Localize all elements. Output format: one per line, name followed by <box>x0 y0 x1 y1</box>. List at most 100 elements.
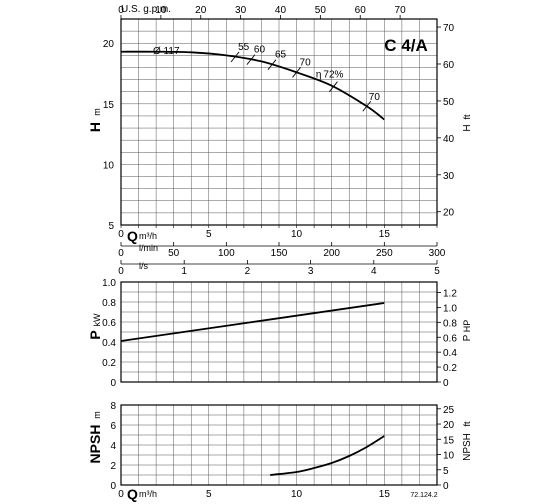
gpm-tick-label: 40 <box>275 5 287 16</box>
head-ft-tick-label: 60 <box>443 60 455 71</box>
lmin-tick-label: 250 <box>376 248 393 259</box>
npsh-x-tick-label: 0 <box>118 489 124 500</box>
head-ft-tick-label: 70 <box>443 23 455 34</box>
gpm-tick-label: 10 <box>155 5 167 16</box>
ls-tick-label: 5 <box>434 266 440 277</box>
npsh-curve <box>270 435 385 476</box>
power-y-tick-label: 1.0 <box>102 278 116 289</box>
gpm-tick-label: 20 <box>195 5 207 16</box>
power-hp-axis-unit: HP <box>462 320 472 333</box>
efficiency-mark-label: 60 <box>254 45 266 56</box>
gpm-tick-label: 50 <box>315 5 327 16</box>
npsh-x-tick-label: 10 <box>291 489 303 500</box>
npsh-axis-unit: m <box>92 411 102 419</box>
power-hp-tick-label: 0 <box>443 378 449 389</box>
head-y-tick-label: 5 <box>108 221 114 232</box>
npsh-x-tick-label: 15 <box>379 489 391 500</box>
head-curve <box>120 50 385 121</box>
power-hp-tick-label: 1.0 <box>443 303 457 314</box>
head-y-tick-label: 20 <box>103 39 115 50</box>
lmin-tick-label: 300 <box>429 248 446 259</box>
gpm-tick-label: 70 <box>395 5 407 16</box>
head-ft-tick-label: 30 <box>443 171 455 182</box>
power-hp-tick-label: 1.2 <box>443 289 457 300</box>
head-ft-tick-label: 50 <box>443 97 455 108</box>
lmin-tick-label: 150 <box>271 248 288 259</box>
power-hp-tick-label: 0.4 <box>443 348 457 359</box>
ls-tick-label: 3 <box>308 266 314 277</box>
npsh-ft-axis-unit: ft <box>462 421 472 427</box>
power-hp-tick-label: 0.6 <box>443 333 457 344</box>
curve-layer: 55 60 65 70 η 72% 70 <box>120 42 385 476</box>
npsh-q-axis-unit-main: Q <box>127 486 138 502</box>
npsh-ft-tick-label: 10 <box>443 451 455 462</box>
power-hp-tick-label: 0.2 <box>443 363 457 374</box>
q-axis-unit-main: Q <box>127 228 138 244</box>
efficiency-mark-label: 65 <box>275 50 287 61</box>
efficiency-mark <box>267 59 277 70</box>
efficiency-mark-label: 72% <box>323 70 343 81</box>
head-y-tick-label: 15 <box>103 100 115 111</box>
power-y-tick-label: 0.6 <box>102 318 116 329</box>
head-ft-tick-label: 40 <box>443 134 455 145</box>
impeller-diameter-label: Ø 117 <box>153 46 180 57</box>
efficiency-mark <box>329 81 338 92</box>
npsh-axis-title: NPSH <box>87 425 103 464</box>
qm3h-tick-label: 10 <box>291 229 303 240</box>
efficiency-mark-label: 55 <box>238 42 250 53</box>
head-ft-axis-unit: ft <box>462 114 472 120</box>
npsh-ft-tick-label: 20 <box>443 420 455 431</box>
npsh-q-axis-unit-sub: m³/h <box>139 489 157 499</box>
npsh-y-tick-label: 0 <box>110 481 116 492</box>
head-axis-unit: m <box>92 108 102 116</box>
efficiency-mark-label: 70 <box>300 57 312 68</box>
power-hp-tick-label: 0.8 <box>443 318 457 329</box>
npsh-y-tick-label: 2 <box>110 461 116 472</box>
gpm-tick-label: 60 <box>355 5 367 16</box>
npsh-ft-tick-label: 15 <box>443 435 455 446</box>
top-axis-unit: U.S. g.p.m. <box>121 4 171 15</box>
head-ft-axis-title: H <box>462 124 473 131</box>
npsh-y-tick-label: 6 <box>110 421 116 432</box>
lmin-axis-unit: l/min <box>139 243 158 253</box>
npsh-panel-frame <box>120 404 438 486</box>
npsh-ft-tick-label: 0 <box>443 481 449 492</box>
power-y-tick-label: 0.2 <box>102 358 116 369</box>
power-axis-title: P <box>87 330 103 339</box>
power-y-tick-label: 0 <box>110 378 116 389</box>
npsh-y-tick-label: 8 <box>110 401 116 412</box>
lmin-tick-label: 50 <box>168 248 180 259</box>
lmin-tick-label: 200 <box>323 248 340 259</box>
power-curve <box>120 302 385 342</box>
ls-tick-label: 1 <box>181 266 187 277</box>
power-panel-frame <box>120 281 438 383</box>
power-axis-unit: kW <box>92 313 102 327</box>
power-hp-axis-title: P <box>462 334 473 341</box>
qm3h-tick-label: 15 <box>379 229 391 240</box>
power-y-tick-label: 0.8 <box>102 298 116 309</box>
efficiency-mark <box>362 100 372 112</box>
ls-tick-label: 0 <box>118 266 124 277</box>
efficiency-eta-symbol: η <box>316 70 322 81</box>
gpm-tick-label: 30 <box>235 5 247 16</box>
npsh-ft-tick-label: 25 <box>443 405 455 416</box>
power-y-tick-label: 0.4 <box>102 338 116 349</box>
efficiency-mark-label: 70 <box>369 92 381 103</box>
grid-layer <box>121 19 437 485</box>
npsh-ft-axis-title: NPSH <box>462 433 473 461</box>
npsh-y-tick-label: 4 <box>110 441 116 452</box>
qm3h-tick-label: 5 <box>206 229 212 240</box>
head-axis-title: H <box>87 122 103 132</box>
q-axis-unit-sub: m³/h <box>139 231 157 241</box>
efficiency-mark <box>246 54 256 65</box>
head-ft-tick-label: 20 <box>443 208 455 219</box>
ls-axis-unit: l/s <box>139 261 149 271</box>
efficiency-mark <box>230 51 240 63</box>
npsh-ft-tick-label: 5 <box>443 466 449 477</box>
qm3h-tick-label: 0 <box>118 229 124 240</box>
gpm-tick-label-zero: 0 <box>118 5 124 16</box>
npsh-x-tick-label: 5 <box>206 489 212 500</box>
lmin-tick-label: 0 <box>118 248 124 259</box>
